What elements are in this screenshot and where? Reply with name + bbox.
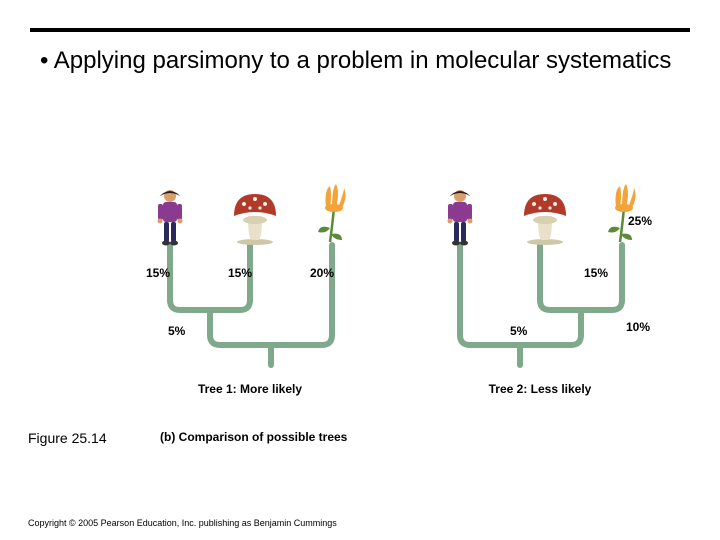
top-rule [30,28,690,32]
figure-label: Figure 25.14 [28,430,107,446]
t1-b2-label: 15% [228,266,252,280]
t1-b3-label: 20% [310,266,334,280]
slide-title: Applying parsimony to a problem in molec… [40,46,680,76]
t2-b2-label: 15% [584,266,608,280]
diagram-area: 15% 15% 20% 5% Tree 1: More likely [0,190,720,450]
figure-caption: (b) Comparison of possible trees [160,430,347,444]
tree-2: 25% 15% 10% 5% Tree 2: Less likely [440,190,690,390]
tree-1: 15% 15% 20% 5% Tree 1: More likely [150,190,400,390]
t1-join-label: 5% [168,324,185,338]
tree-2-caption: Tree 2: Less likely [440,382,640,396]
copyright-text: Copyright © 2005 Pearson Education, Inc.… [28,518,337,528]
t1-b1-label: 15% [146,266,170,280]
t2-b1-label: 25% [628,214,652,228]
tree-1-caption: Tree 1: More likely [150,382,350,396]
t2-join-label: 5% [510,324,527,338]
t2-b3-label: 10% [626,320,650,334]
